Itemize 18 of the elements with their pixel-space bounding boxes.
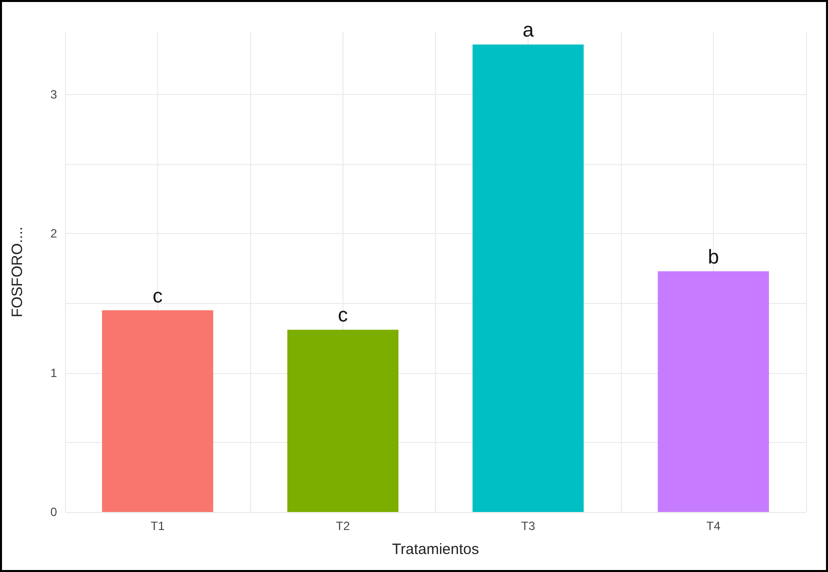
bar <box>658 271 769 512</box>
x-tick-label: T1 <box>150 519 165 533</box>
annotation: c <box>152 285 163 308</box>
y-tick-label: 3 <box>50 88 58 102</box>
y-tick-label: 0 <box>50 505 58 519</box>
y-tick-label: 1 <box>50 366 58 380</box>
annotation: b <box>708 246 719 268</box>
bar <box>102 310 214 512</box>
x-tick-label: T3 <box>521 519 536 533</box>
x-tick-label: T4 <box>706 519 721 533</box>
bar <box>472 44 584 512</box>
bar <box>287 330 398 512</box>
x-axis-title: Tratamientos <box>392 541 479 558</box>
y-tick-label: 2 <box>50 226 58 241</box>
annotation: c <box>338 304 348 327</box>
x-tick-label: T2 <box>336 519 350 533</box>
y-axis-title: FOSFORO.... <box>9 226 26 318</box>
annotation: a <box>522 20 535 42</box>
